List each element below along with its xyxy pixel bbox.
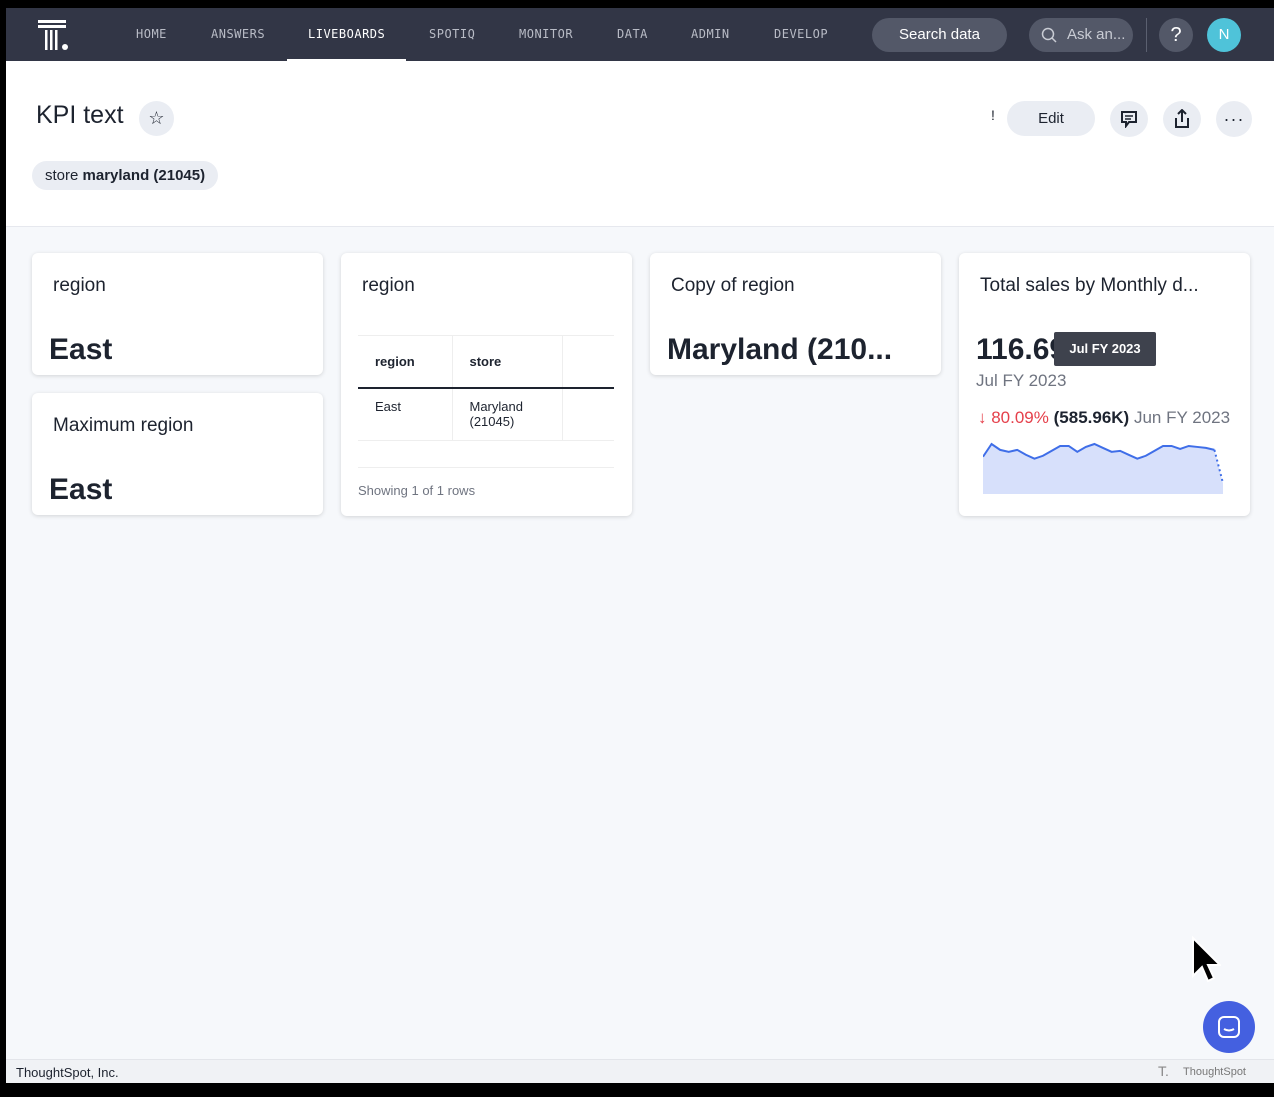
ask-placeholder: Ask an...: [1067, 26, 1126, 43]
kpi-period: Jul FY 2023: [976, 371, 1067, 390]
liveboard-header: KPI text ☆ store maryland (21045) ! Edit…: [6, 61, 1274, 227]
column-header-region[interactable]: region: [358, 335, 452, 389]
table-card-region[interactable]: region region store East Maryland (21045) …: [341, 253, 632, 516]
comment-icon: [1121, 111, 1137, 128]
card-title: region: [362, 275, 415, 296]
footer: ThoughtSpot, Inc. T. ThoughtSpot: [6, 1059, 1274, 1083]
kpi-value: East: [49, 333, 113, 366]
kpi-value: Maryland (210...: [667, 333, 893, 366]
nav-home[interactable]: HOME: [136, 27, 167, 41]
ask-input[interactable]: Ask an...: [1029, 18, 1133, 52]
search-data-button[interactable]: Search data: [872, 18, 1007, 52]
nav-admin[interactable]: ADMIN: [691, 27, 730, 41]
kpi-card-copy-of-region[interactable]: Copy of region Maryland (210...: [650, 253, 941, 375]
data-table: region store East Maryland (21045): [358, 335, 614, 468]
card-title: Total sales by Monthly d...: [980, 275, 1199, 296]
comment-button[interactable]: [1110, 101, 1148, 137]
top-nav: HOME ANSWERS LIVEBOARDS SPOTIQ MONITOR D…: [6, 8, 1274, 61]
share-button[interactable]: [1163, 101, 1201, 137]
mouse-cursor-icon: [1192, 936, 1221, 983]
cell-empty: [561, 387, 614, 441]
kpi-value: East: [49, 473, 113, 506]
nav-data[interactable]: DATA: [617, 27, 648, 41]
filter-column: store: [45, 167, 79, 184]
nav-answers[interactable]: ANSWERS: [211, 27, 266, 41]
change-percent: ↓ 80.09%: [978, 408, 1049, 427]
filter-value: maryland (21045): [82, 167, 206, 184]
change-value: (585.96K): [1053, 408, 1130, 427]
footer-brand: ThoughtSpot: [1183, 1066, 1246, 1078]
chat-button[interactable]: [1203, 1001, 1255, 1053]
chat-icon: [1218, 1016, 1240, 1038]
table-row[interactable]: East Maryland (21045): [358, 387, 614, 441]
more-icon: ···: [1223, 108, 1245, 129]
tooltip: Jul FY 2023: [1054, 332, 1156, 366]
nav-develop[interactable]: DEVELOP: [774, 27, 829, 41]
share-icon: [1175, 109, 1189, 128]
edit-button[interactable]: Edit: [1007, 101, 1095, 136]
cell-store: Maryland (21045): [451, 387, 562, 441]
footer-company: ThoughtSpot, Inc.: [16, 1065, 119, 1080]
sparkline-line: [983, 442, 1215, 460]
thoughtspot-logo[interactable]: [36, 18, 70, 52]
sparkline-chart[interactable]: [983, 438, 1228, 498]
kpi-card-total-sales[interactable]: Total sales by Monthly d... 116.69K Jul …: [959, 253, 1250, 516]
kpi-comparison: ↓ 80.09% (585.96K) Jun FY 2023: [978, 408, 1234, 428]
table-header-row: region store: [358, 335, 614, 389]
kpi-card-region[interactable]: region East: [32, 253, 323, 375]
card-title: Copy of region: [671, 275, 795, 296]
cell-region: East: [358, 387, 452, 441]
search-icon: [1041, 27, 1057, 43]
filter-chip[interactable]: store maryland (21045): [32, 161, 219, 190]
footer-logo-icon: T.: [1158, 1063, 1169, 1079]
nav-liveboards[interactable]: LIVEBOARDS: [287, 8, 407, 61]
card-title: region: [53, 275, 106, 296]
star-icon[interactable]: ☆: [139, 101, 174, 136]
sparkline-current-segment: [1213, 449, 1224, 484]
kpi-card-max-region[interactable]: Maximum region East: [32, 393, 323, 515]
divider: [1146, 18, 1147, 52]
alert-indicator: !: [991, 107, 995, 123]
compare-period: Jun FY 2023: [1133, 408, 1231, 427]
help-button[interactable]: ?: [1159, 18, 1193, 52]
column-header-empty: [561, 335, 614, 389]
table-empty-row: [358, 440, 614, 468]
page-title: KPI text: [36, 101, 124, 129]
nav-monitor[interactable]: MONITOR: [519, 27, 574, 41]
card-title: Maximum region: [53, 415, 194, 436]
avatar[interactable]: N: [1207, 18, 1241, 52]
column-header-store[interactable]: store: [451, 335, 562, 389]
row-count: Showing 1 of 1 rows: [358, 483, 476, 498]
more-options-button[interactable]: ···: [1216, 101, 1252, 137]
nav-spotiq[interactable]: SPOTIQ: [429, 27, 476, 41]
app: HOME ANSWERS LIVEBOARDS SPOTIQ MONITOR D…: [6, 8, 1274, 1083]
